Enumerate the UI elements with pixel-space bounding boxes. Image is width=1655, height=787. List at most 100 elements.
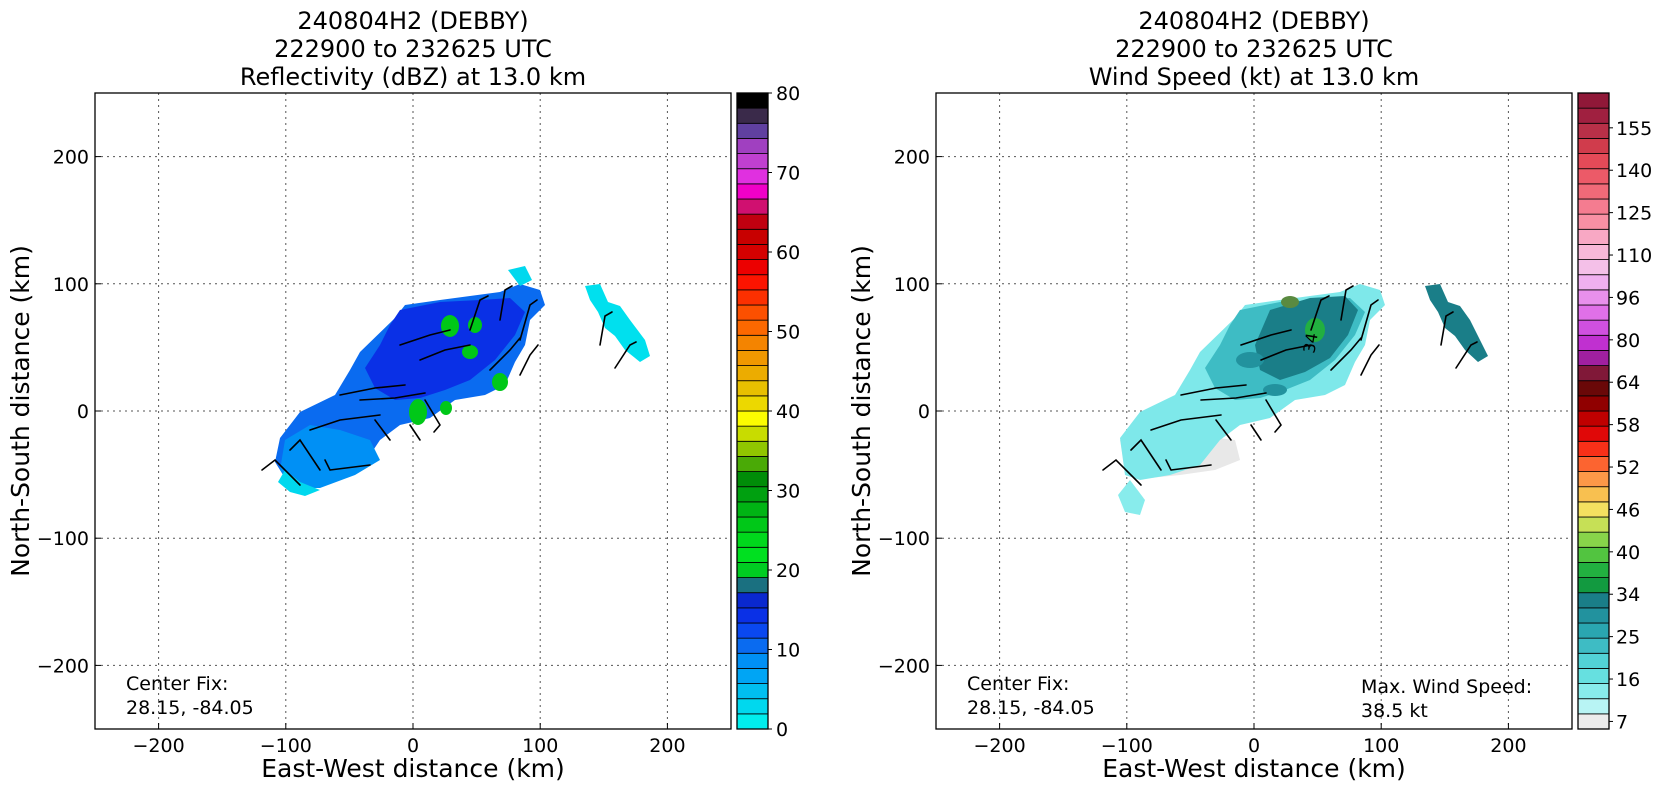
left-wind-barb xyxy=(309,414,381,431)
colorbar-swatch xyxy=(736,380,769,397)
max-wind-label: 34 xyxy=(1299,331,1321,354)
colorbar-swatch xyxy=(736,168,769,185)
colorbar-swatch xyxy=(1577,92,1610,109)
right-title-line-3: Wind Speed (kt) at 13.0 km xyxy=(1089,63,1420,91)
colorbar-swatch xyxy=(1577,637,1610,654)
colorbar-swatch xyxy=(736,531,769,548)
left-echo-green-1 xyxy=(441,315,459,337)
right-wind-barb xyxy=(1180,384,1247,396)
colorbar-tick-label: 50 xyxy=(776,322,800,344)
wind-speed-panel: 240804H2 (DEBBY) 222900 to 232625 UTC Wi… xyxy=(847,7,1652,783)
left-center-fix-value: 28.15, -84.05 xyxy=(126,697,254,719)
colorbar-tick-label: 52 xyxy=(1616,457,1640,479)
colorbar-swatch xyxy=(1577,213,1610,230)
colorbar-frame xyxy=(1577,92,1610,730)
colorbar-swatch xyxy=(1577,456,1610,472)
right-center-fix-label: Center Fix: xyxy=(967,673,1069,695)
colorbar-tick-label: 140 xyxy=(1616,160,1652,182)
right-title-line-1: 240804H2 (DEBBY) xyxy=(1138,7,1369,35)
colorbar-swatch xyxy=(1577,138,1610,154)
colorbar-tick-label: 0 xyxy=(776,719,788,741)
colorbar-tick-label: 46 xyxy=(1616,499,1640,521)
right-wind-patch-olive xyxy=(1281,296,1299,308)
colorbar-swatch xyxy=(1577,228,1610,245)
left-title-line-2: 222900 to 232625 UTC xyxy=(274,35,552,63)
right-wind-barb xyxy=(1250,424,1262,441)
left-echo-green-5 xyxy=(409,399,427,425)
colorbar-tick-label: 30 xyxy=(776,481,800,503)
left-x-tick-label: 200 xyxy=(649,735,685,757)
colorbar-tick-label: 125 xyxy=(1616,203,1652,225)
colorbar-tick-label: 7 xyxy=(1616,711,1628,733)
left-echo-southwest xyxy=(280,425,380,488)
right-wind-core-1 xyxy=(1236,352,1264,368)
colorbar-swatch xyxy=(736,153,769,170)
colorbar-swatch xyxy=(1577,592,1610,609)
colorbar-swatch xyxy=(1577,652,1610,669)
colorbar-tick-label: 96 xyxy=(1616,287,1640,309)
right-wind-barb xyxy=(1150,414,1222,431)
left-wind-barb xyxy=(599,311,613,346)
right-wind-barb xyxy=(1360,344,1380,376)
right-y-axis-label: North-South distance (km) xyxy=(847,245,876,577)
colorbar-swatch xyxy=(736,213,769,230)
colorbar-swatch xyxy=(736,274,769,291)
colorbar-swatch xyxy=(736,607,769,624)
colorbar-swatch xyxy=(736,637,769,654)
colorbar-swatch xyxy=(1577,622,1610,639)
colorbar-swatch xyxy=(1577,425,1610,442)
colorbar-swatch xyxy=(1577,531,1610,548)
right-tick-labels: −200 −100 0 100 200 −200 −100 0 100 200 xyxy=(878,147,1527,757)
colorbar-swatch xyxy=(736,592,769,609)
reflectivity-colorbar: 0 10 20 30 40 50 60 70 80 xyxy=(736,83,800,741)
colorbar-swatch xyxy=(736,334,769,351)
right-x-tick-label: 200 xyxy=(1490,735,1526,757)
right-wind-barb xyxy=(1440,311,1454,346)
colorbar-swatch xyxy=(736,92,769,109)
right-y-tick-label: 100 xyxy=(894,274,930,296)
left-y-tick-label: 100 xyxy=(53,274,89,296)
colorbar-swatch xyxy=(736,198,769,215)
left-wind-barb xyxy=(261,458,301,486)
colorbar-swatch xyxy=(736,652,769,669)
colorbar-swatch xyxy=(1577,168,1610,185)
colorbar-swatch xyxy=(736,546,769,563)
left-wind-barb xyxy=(374,419,391,441)
left-center-fix-label: Center Fix: xyxy=(126,673,228,695)
colorbar-tick-label: 80 xyxy=(776,83,800,105)
colorbar-tick-label: 16 xyxy=(1616,669,1640,691)
colorbar-swatch xyxy=(1577,274,1610,291)
left-wind-barb xyxy=(424,399,441,433)
right-x-tick-label: 0 xyxy=(1248,735,1260,757)
left-title-line-3: Reflectivity (dBZ) at 13.0 km xyxy=(240,63,586,91)
left-wind-barb xyxy=(289,438,321,471)
colorbar-swatch xyxy=(736,365,769,382)
right-wind-east xyxy=(1425,284,1488,362)
right-x-axis-label: East-West distance (km) xyxy=(1102,754,1406,783)
right-y-tick-label: 200 xyxy=(894,147,930,169)
colorbar-swatch xyxy=(1577,607,1610,624)
colorbar-swatch xyxy=(736,259,769,276)
colorbar-swatch xyxy=(736,228,769,245)
colorbar-swatch xyxy=(736,107,769,124)
left-echo-green-4 xyxy=(492,373,508,391)
colorbar-swatch xyxy=(736,668,769,684)
colorbar-swatch xyxy=(1577,259,1610,276)
colorbar-swatch xyxy=(736,304,769,321)
colorbar-swatch xyxy=(1577,244,1610,260)
colorbar-tick-label: 20 xyxy=(776,560,800,582)
colorbar-swatch xyxy=(1577,683,1610,700)
right-y-tick-label: −100 xyxy=(878,528,930,550)
right-x-tick-label: −100 xyxy=(1101,735,1153,757)
colorbar-tick-label: 70 xyxy=(776,163,800,185)
left-y-tick-label: −200 xyxy=(37,655,89,677)
colorbar-swatch xyxy=(736,501,769,518)
right-wind-field: 34 xyxy=(1118,284,1488,515)
left-wind-barb xyxy=(359,392,426,401)
right-wind-barb xyxy=(1130,438,1162,471)
left-x-tick-label: −200 xyxy=(133,735,185,757)
left-title-line-1: 240804H2 (DEBBY) xyxy=(297,7,528,35)
left-wind-barb xyxy=(399,329,451,346)
colorbar-swatch xyxy=(1577,698,1610,715)
